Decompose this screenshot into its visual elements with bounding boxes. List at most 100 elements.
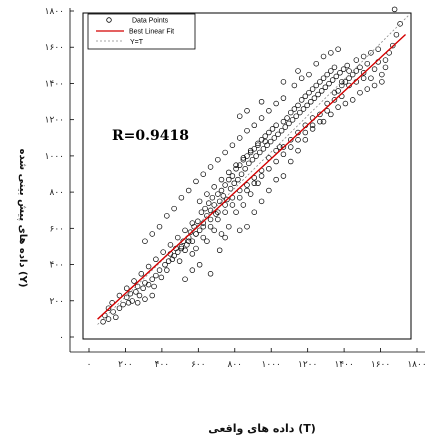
data-point	[302, 137, 309, 143]
data-point	[222, 182, 228, 188]
data-point	[266, 187, 272, 194]
data-point	[397, 21, 403, 27]
data-point	[349, 97, 356, 103]
data-point	[185, 238, 192, 244]
data-point	[280, 144, 287, 150]
data-point	[120, 301, 126, 308]
data-point	[229, 173, 236, 179]
data-point	[110, 309, 116, 315]
data-point	[260, 146, 267, 152]
data-point	[136, 292, 143, 299]
data-point	[251, 122, 258, 129]
data-point	[284, 115, 290, 121]
data-point	[344, 62, 350, 69]
data-point	[215, 216, 221, 223]
x-tick-label: ۱۶۰۰	[371, 360, 390, 370]
data-point	[295, 147, 301, 154]
data-point	[240, 156, 247, 163]
data-point	[251, 209, 258, 215]
data-point	[202, 205, 208, 212]
data-point	[215, 209, 221, 215]
data-point	[196, 261, 203, 268]
data-point	[353, 57, 360, 63]
data-point	[289, 117, 296, 123]
data-point	[164, 267, 170, 273]
data-point	[368, 50, 374, 56]
data-point	[222, 149, 228, 156]
data-point	[298, 97, 305, 103]
data-point	[204, 191, 210, 197]
data-point	[171, 205, 177, 212]
data-point	[189, 251, 196, 257]
data-point	[200, 171, 207, 177]
data-point	[286, 120, 292, 127]
data-point	[280, 118, 287, 125]
data-point	[255, 180, 261, 186]
ticks: ۰ ۲۰۰ ۴۰۰ ۶۰۰ ۸۰۰ ۱۰۰۰ ۱۲۰۰ ۱۴۰۰ ۱۶۰۰ ۱۸۰۰ ۰ ۲۰۰ ۴۰۰…	[45, 7, 427, 370]
data-point	[249, 156, 256, 163]
data-point	[222, 202, 228, 208]
data-point	[328, 111, 334, 118]
data-point	[275, 131, 281, 138]
x-tick-label: ۱۲۰۰	[298, 360, 317, 370]
data-point	[153, 272, 159, 279]
data-point	[308, 98, 314, 105]
data-point	[233, 162, 239, 168]
data-point	[300, 106, 307, 112]
data-point	[247, 191, 254, 197]
data-point	[182, 227, 188, 234]
data-point	[224, 196, 230, 203]
data-point	[171, 252, 177, 259]
best-fit-line	[97, 34, 407, 320]
data-point	[131, 278, 137, 284]
data-point	[149, 276, 155, 282]
data-point	[116, 292, 123, 299]
data-point	[207, 164, 214, 170]
x-tick-label: ۱۴۰۰	[334, 360, 353, 370]
data-point	[244, 182, 250, 188]
data-point	[342, 100, 349, 107]
data-point	[266, 166, 272, 172]
data-point	[393, 31, 400, 38]
data-point	[287, 158, 294, 165]
data-point	[360, 75, 367, 81]
y-axis-label: (Y) داده های پیش بینی شده	[17, 149, 28, 288]
data-point	[382, 57, 389, 63]
data-point	[196, 198, 203, 205]
data-point	[357, 89, 363, 96]
data-point	[293, 113, 299, 119]
data-point	[320, 53, 327, 60]
data-point	[317, 79, 323, 85]
data-point	[240, 155, 247, 161]
data-point	[273, 176, 279, 183]
legend-label-fit: Best Linear Fit	[129, 29, 174, 36]
data-point	[175, 249, 181, 255]
data-point	[329, 77, 336, 83]
data-point	[309, 86, 316, 92]
data-point	[235, 176, 241, 183]
data-point	[335, 104, 341, 110]
data-point	[247, 149, 254, 156]
data-point	[156, 223, 163, 230]
data-point	[236, 113, 243, 119]
data-point	[364, 86, 371, 92]
identity-line	[97, 14, 410, 325]
data-point	[200, 234, 207, 241]
data-point	[282, 124, 289, 130]
data-point	[226, 169, 232, 176]
data-point	[244, 108, 250, 114]
data-point	[116, 305, 123, 311]
y-tick-label: ۰	[59, 333, 64, 343]
data-point	[195, 218, 201, 225]
data-point	[193, 178, 199, 185]
data-point	[189, 220, 196, 226]
data-point	[238, 171, 245, 177]
data-point	[229, 202, 236, 208]
legend: Data Points Best Linear Fit Y=T	[87, 13, 196, 50]
data-point	[156, 267, 163, 273]
data-point	[211, 202, 217, 208]
data-point	[342, 79, 349, 85]
data-point	[198, 209, 205, 215]
x-tick-label: ۱۰۰۰	[262, 360, 281, 370]
data-point	[322, 84, 329, 91]
